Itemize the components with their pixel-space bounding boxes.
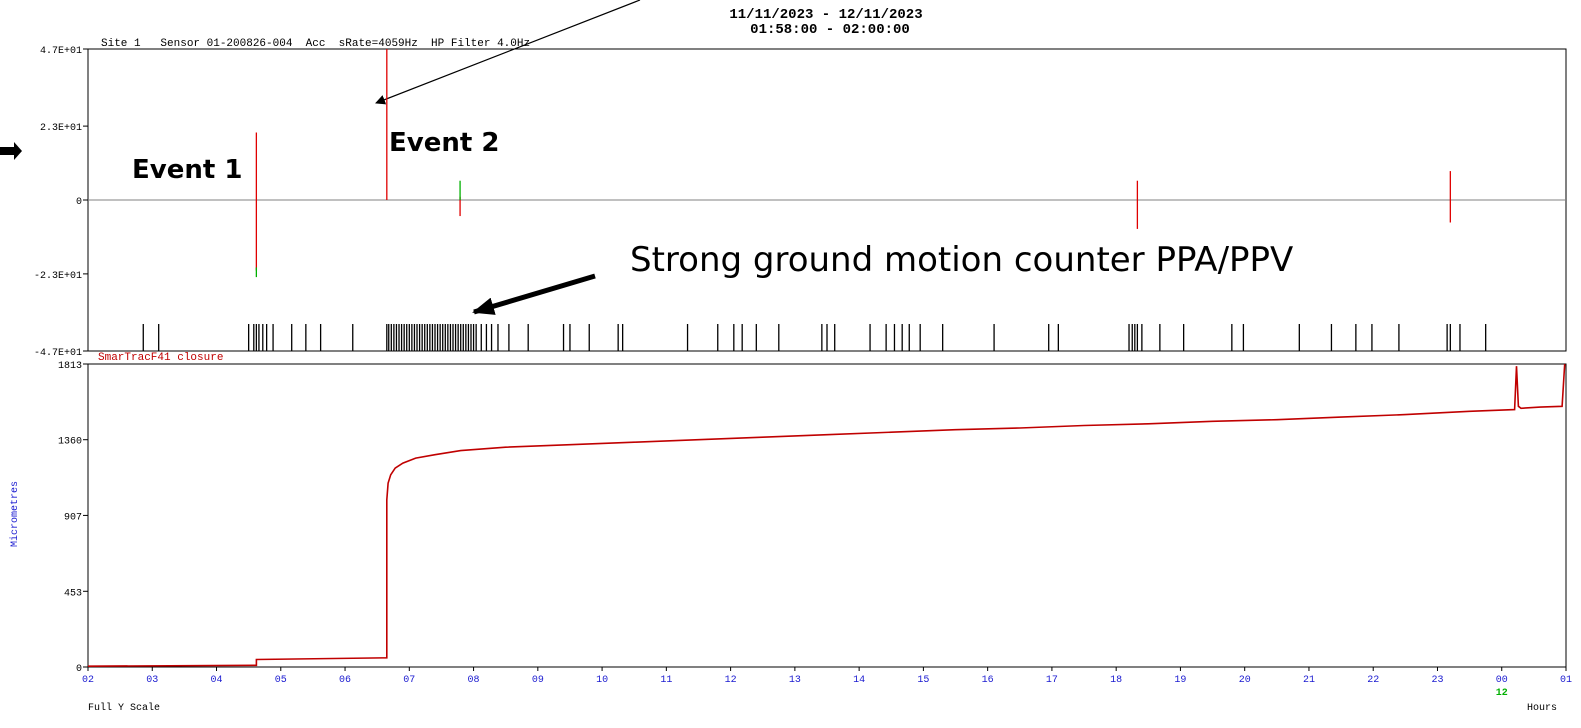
x-tick-label: 18: [1110, 675, 1122, 686]
x-tick-label: 03: [146, 675, 158, 686]
bottom-y-tick-label: 0: [76, 664, 82, 675]
date-range: 11/11/2023 - 12/11/2023: [729, 7, 922, 23]
top-y-tick-label: 0: [76, 197, 82, 208]
x-tick-label: 08: [468, 675, 480, 686]
x-tick-label: 11: [660, 675, 672, 686]
x-tick-label: 02: [82, 675, 94, 686]
x-tick-label: 22: [1367, 675, 1379, 686]
bottom-plot-frame: [87, 363, 1567, 668]
x-axis-label: Hours: [1527, 703, 1557, 714]
y-axis-label: Micrometres: [9, 481, 21, 547]
closure-series-line: [87, 363, 1566, 668]
x-tick-label: 09: [532, 675, 544, 686]
x-tick-label: 07: [403, 675, 415, 686]
x-tick-label: 17: [1046, 675, 1058, 686]
event1-label: Event 1: [132, 155, 242, 185]
top-y-tick-label: 2.3E+01: [40, 123, 82, 134]
counter-label: Strong ground motion counter PPA/PPV: [630, 240, 1293, 280]
left-arrow-icon: [0, 142, 22, 160]
bottom-y-tick-label: 1360: [58, 437, 82, 448]
x-tick-label: 12: [725, 675, 737, 686]
top-y-tick-label: -2.3E+01: [34, 271, 82, 282]
x-tick-label: 00: [1496, 675, 1508, 686]
x-tick-label: 10: [596, 675, 608, 686]
event2-arrow: [375, 0, 641, 105]
top-y-tick-label: -4.7E+01: [34, 348, 82, 359]
event2-label: Event 2: [389, 128, 499, 158]
top-y-tick-label: 4.7E+01: [40, 46, 82, 57]
day-marker-label: 12: [1496, 688, 1508, 699]
time-range: 01:58:00 - 02:00:00: [750, 22, 910, 38]
bottom-y-tick-label: 453: [64, 588, 82, 599]
x-tick-label: 01: [1560, 675, 1572, 686]
bottom-y-tick-label: 1813: [58, 361, 82, 372]
x-tick-label: 20: [1239, 675, 1251, 686]
counter-arrow: [472, 273, 596, 315]
x-tick-label: 04: [211, 675, 223, 686]
x-tick-label: 13: [789, 675, 801, 686]
x-tick-label: 15: [917, 675, 929, 686]
x-tick-label: 16: [982, 675, 994, 686]
x-tick-label: 06: [339, 675, 351, 686]
bottom-y-tick-label: 907: [64, 512, 82, 523]
x-tick-label: 05: [275, 675, 287, 686]
footer-label: Full Y Scale: [88, 702, 160, 714]
bottom-panel-title: SmarTracF41 closure: [98, 352, 223, 364]
x-tick-label: 14: [853, 675, 865, 686]
x-tick-label: 19: [1174, 675, 1186, 686]
x-tick-label: 21: [1303, 675, 1315, 686]
top-panel-title: Site 1 Sensor 01-200826-004 Acc sRate=40…: [101, 38, 530, 50]
x-tick-label: 23: [1431, 675, 1443, 686]
